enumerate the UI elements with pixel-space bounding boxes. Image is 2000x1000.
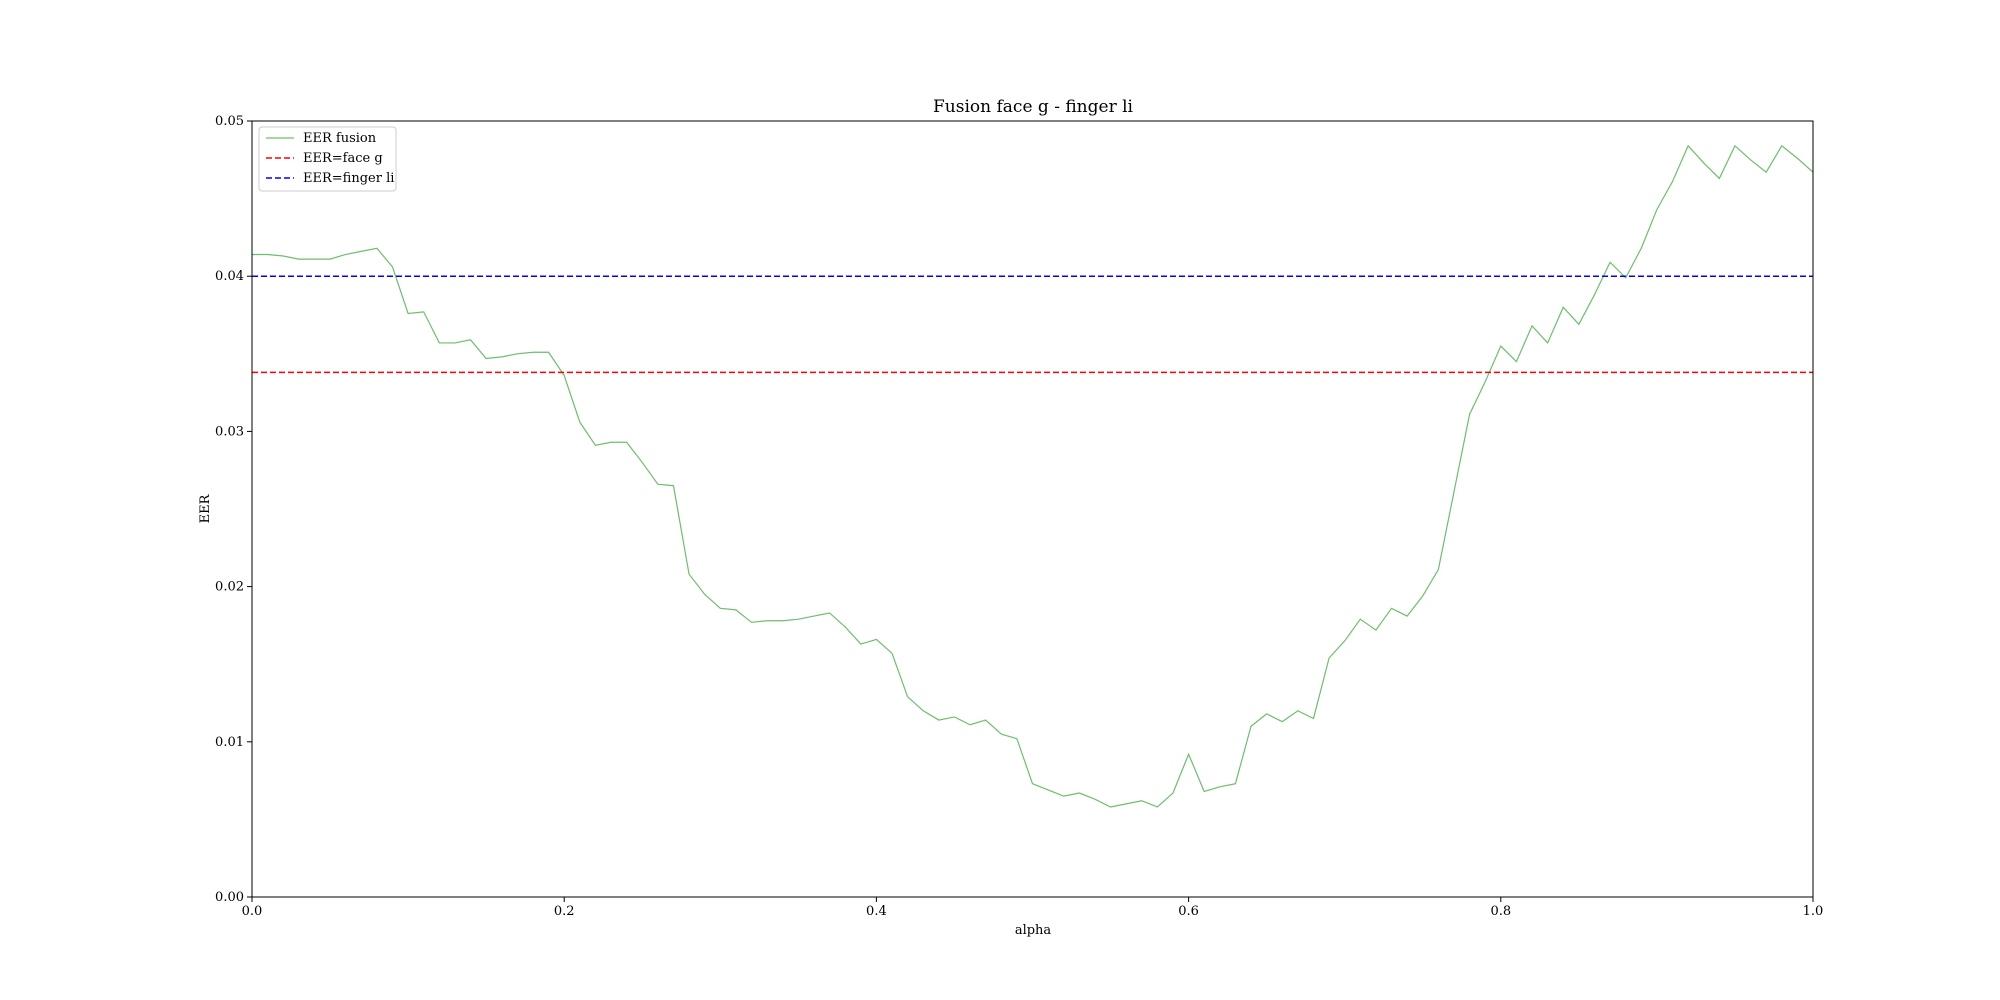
x-tick-label: 0.2	[554, 904, 575, 919]
legend-label-1: EER fusion	[303, 131, 377, 146]
y-tick-label: 0.01	[215, 735, 244, 750]
legend-label-2: EER=face g	[303, 151, 383, 166]
chart-title: Fusion face g - finger li	[933, 97, 1134, 117]
y-tick-label: 0.00	[215, 890, 244, 905]
y-tick-label: 0.03	[215, 424, 244, 439]
x-axis-label: alpha	[1015, 923, 1052, 938]
x-tick-label: 0.8	[1490, 904, 1511, 919]
legend-label-3: EER=finger li	[303, 171, 394, 186]
series-line-1	[252, 144, 1814, 808]
y-tick-label: 0.04	[215, 269, 244, 284]
plot-frame	[251, 120, 1814, 898]
x-axis: 0.0 0.2 0.4 0.6 0.8 1.0	[242, 897, 1824, 919]
legend-box	[258, 126, 397, 192]
data-layer	[252, 144, 1814, 808]
x-tick-label: 1.0	[1803, 904, 1824, 919]
y-axis: 0.00 0.01 0.02 0.03 0.04 0.05	[215, 114, 252, 905]
x-tick-label: 0.0	[242, 904, 263, 919]
y-axis-label: EER	[198, 493, 213, 523]
y-tick-label: 0.02	[215, 580, 244, 595]
x-tick-label: 0.4	[866, 904, 887, 919]
legend: EER fusion EER=face g EER=finger li	[258, 126, 397, 192]
y-tick-label: 0.05	[215, 114, 244, 129]
x-tick-label: 0.6	[1178, 904, 1199, 919]
